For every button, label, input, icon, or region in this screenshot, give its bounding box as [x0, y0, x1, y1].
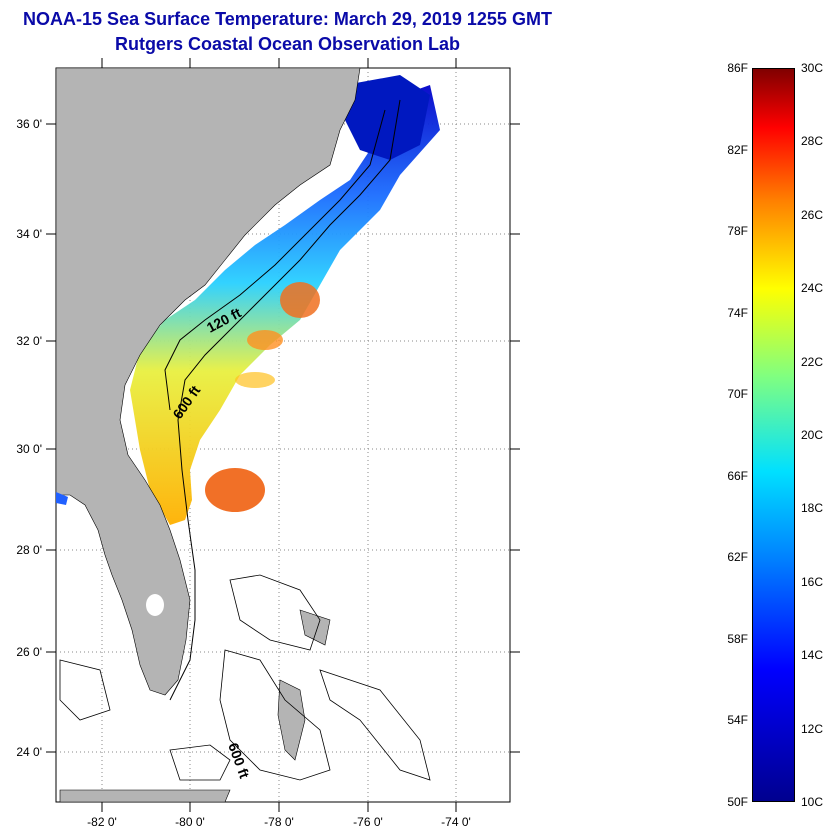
- colorbar-tick-f: 86F: [727, 61, 748, 75]
- lat-label: 34 0': [16, 227, 42, 241]
- warm-eddy: [205, 468, 265, 512]
- lon-label: -82 0': [87, 815, 117, 829]
- colorbar-tick-f: 54F: [727, 713, 748, 728]
- colorbar-tick-f: 62F: [727, 550, 748, 565]
- colorbar-tick-c: 12C: [801, 721, 824, 736]
- colorbar-tick-c: 28C: [801, 134, 824, 149]
- colorbar-tick-c: 14C: [801, 648, 824, 663]
- lon-label: -76 0': [353, 815, 383, 829]
- lat-label: 32 0': [16, 334, 42, 348]
- colorbar-tick-c: 30C: [801, 61, 824, 75]
- lat-label: 36 0': [16, 117, 42, 131]
- colorbar-tick-c: 22C: [801, 354, 824, 369]
- warm-eddy: [280, 282, 320, 318]
- temperature-colorbar: [752, 68, 795, 802]
- colorbar-tick-f: 82F: [727, 142, 748, 157]
- bahamas-bank-contours: [59, 574, 431, 781]
- colorbar-tick-f: 66F: [727, 468, 748, 483]
- lon-label: -78 0': [264, 815, 294, 829]
- colorbar-tick-f: 58F: [727, 631, 748, 646]
- colorbar-tick-c: 20C: [801, 428, 824, 442]
- map-title: NOAA-15 Sea Surface Temperature: March 2…: [23, 9, 552, 29]
- lon-label: -80 0': [175, 815, 205, 829]
- warm-eddy: [247, 330, 283, 350]
- colorbar-tick-c: 16C: [801, 574, 824, 589]
- map-subtitle: Rutgers Coastal Ocean Observation Lab: [114, 34, 461, 54]
- sound-waters: [345, 75, 430, 160]
- lat-label: 26 0': [16, 645, 42, 659]
- colorbar-tick-f: 50F: [727, 795, 748, 809]
- colorbar-tick-f: 74F: [727, 305, 748, 320]
- lat-label: 24 0': [16, 745, 42, 759]
- lon-label: -74 0': [441, 815, 471, 829]
- colorbar-tick-c: 24C: [801, 281, 824, 296]
- colorbar-tick-f: 70F: [727, 387, 748, 402]
- ticks: [46, 58, 520, 812]
- colorbar-tick-c: 18C: [801, 501, 824, 516]
- colorbar-tick-c: 10C: [801, 795, 824, 809]
- contour-600ft: [169, 99, 401, 701]
- contour-120ft: [164, 109, 386, 411]
- abaco-island: [299, 609, 331, 646]
- warm-eddy: [235, 372, 275, 388]
- colorbar-tick-f: 78F: [727, 224, 748, 239]
- colorbar-tick-c: 26C: [801, 207, 824, 222]
- cuba: [59, 789, 231, 803]
- gulf-sst: [56, 492, 68, 505]
- lat-label: 28 0': [16, 543, 42, 557]
- lake-okeechobee: [146, 594, 164, 616]
- lat-label: 30 0': [16, 442, 42, 456]
- mainland: [55, 67, 361, 696]
